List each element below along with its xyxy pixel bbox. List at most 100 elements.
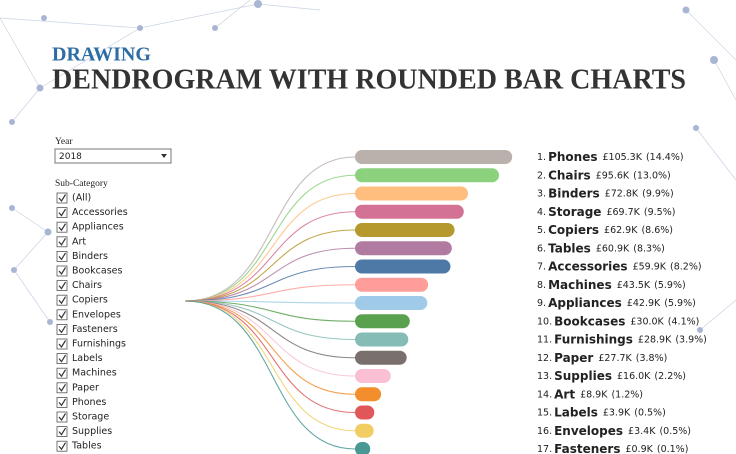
checkbox-item[interactable]: Furnishings [56, 338, 126, 350]
rank: 1. [537, 152, 546, 163]
value-label: £42.9K [627, 298, 661, 309]
category-name: Supplies [554, 369, 612, 383]
checkbox-item[interactable]: Envelopes [56, 309, 121, 321]
category-name: Machines [548, 277, 612, 291]
check-mark [58, 325, 67, 334]
dendrogram-link [184, 300, 356, 304]
dendrogram-link [184, 300, 356, 377]
checkbox-item[interactable]: Bookcases [56, 265, 122, 277]
checkbox[interactable] [56, 221, 68, 233]
value-label: £105.3K [602, 152, 642, 163]
bar [355, 387, 382, 402]
checkbox-item[interactable]: Supplies [56, 426, 112, 438]
rank: 15. [537, 407, 552, 418]
checkbox-label: Supplies [72, 426, 112, 437]
share-label: (0.5%) [634, 407, 666, 418]
checkbox[interactable] [56, 396, 68, 408]
background-network [0, 0, 736, 333]
category-name: Chairs [548, 168, 591, 182]
rank: 8. [537, 279, 546, 290]
category-name: Copiers [548, 223, 599, 237]
checkbox[interactable] [56, 411, 68, 423]
checkbox-item[interactable]: Tables [56, 440, 102, 452]
checkbox[interactable] [56, 338, 68, 350]
bar [355, 332, 409, 347]
checkbox[interactable] [56, 353, 68, 365]
share-label: (9.5%) [644, 206, 676, 217]
checkbox[interactable] [56, 309, 68, 321]
rank: 7. [537, 261, 546, 272]
share-label: (14.4%) [646, 152, 684, 163]
check-mark [58, 369, 67, 378]
check-mark [58, 354, 67, 363]
check-mark [58, 398, 67, 407]
bar-label: 17. Fasteners £0.9K (0.1%) [537, 442, 688, 454]
checkbox[interactable] [56, 192, 68, 204]
share-label: (8.3%) [633, 243, 665, 254]
bar [355, 259, 451, 274]
share-label: (8.6%) [641, 225, 673, 236]
share-label: (5.9%) [654, 279, 686, 290]
bar [355, 296, 428, 310]
year-dropdown[interactable] [54, 148, 172, 164]
dendrogram-link [184, 265, 356, 302]
checkbox[interactable] [56, 323, 68, 335]
checkbox-item[interactable]: Labels [56, 353, 103, 365]
checkbox[interactable] [56, 426, 68, 438]
subcategory-label: Sub-Category [55, 179, 108, 189]
bar [355, 350, 407, 365]
checkbox-item[interactable]: Art [56, 236, 86, 248]
rank: 6. [537, 243, 546, 254]
category-name: Tables [548, 241, 591, 255]
bar-label: 16. Envelopes £3.4K (0.5%) [537, 423, 691, 437]
checkbox-item[interactable]: Binders [56, 250, 108, 262]
category-name: Accessories [548, 259, 628, 273]
dendrogram-link [184, 300, 356, 432]
checkbox-item[interactable]: Fasteners [56, 323, 118, 335]
value-label: £62.9K [604, 225, 638, 236]
category-name: Fasteners [554, 442, 620, 454]
checkbox-label: Phones [72, 397, 106, 408]
checkbox[interactable] [56, 382, 68, 394]
checkbox-label: Tables [71, 441, 102, 452]
value-label: £95.6K [596, 170, 630, 181]
check-mark [58, 252, 67, 261]
check-mark [58, 442, 67, 451]
bar [355, 186, 469, 201]
bar-label: 14. Art £8.9K (1.2%) [537, 387, 643, 401]
checkbox[interactable] [56, 250, 68, 262]
checkbox-item[interactable]: Accessories [56, 207, 128, 219]
checkbox-item[interactable]: Phones [56, 396, 106, 408]
rank: 14. [537, 389, 552, 400]
category-name: Storage [548, 204, 601, 218]
rank: 16. [537, 425, 552, 436]
dendrogram-link [184, 300, 356, 395]
rank: 4. [537, 206, 546, 217]
checkbox[interactable] [56, 294, 68, 306]
checkbox-item[interactable]: Machines [56, 367, 117, 379]
check-mark [58, 194, 67, 203]
share-label: (8.2%) [670, 261, 702, 272]
checkbox-item[interactable]: Copiers [56, 294, 108, 306]
checkbox-label: Paper [72, 382, 99, 393]
value-label: £59.9K [633, 261, 667, 272]
checkbox-item[interactable]: Appliances [56, 221, 124, 233]
checkbox-item[interactable]: (All) [56, 192, 91, 204]
value-label: £69.7K [606, 206, 640, 217]
share-label: (0.5%) [659, 425, 691, 436]
value-label: £16.0K [617, 371, 651, 382]
kicker: DRAWING [52, 44, 151, 66]
value-label: £43.5K [617, 279, 651, 290]
checkbox[interactable] [56, 265, 68, 277]
bar [355, 442, 371, 454]
checkbox[interactable] [56, 280, 68, 292]
checkbox-item[interactable]: Storage [56, 411, 109, 423]
checkbox-item[interactable]: Chairs [56, 280, 102, 292]
checkbox[interactable] [56, 236, 68, 248]
checkbox[interactable] [56, 367, 68, 379]
check-mark [58, 427, 67, 436]
checkbox[interactable] [56, 440, 68, 452]
checkbox-item[interactable]: Paper [56, 382, 99, 394]
checkbox-label: Labels [72, 353, 103, 364]
checkbox[interactable] [56, 207, 68, 219]
